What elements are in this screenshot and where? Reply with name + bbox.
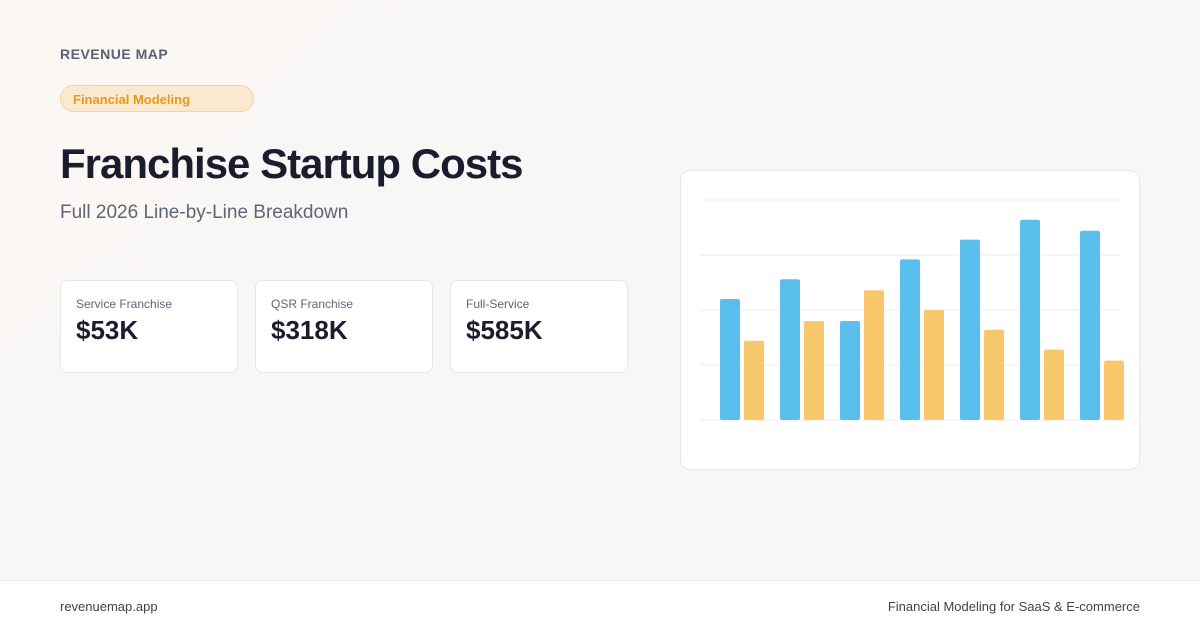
stat-value: $318K (271, 315, 348, 345)
bar (1080, 230, 1100, 420)
stat-label: QSR Franchise (271, 297, 354, 311)
stat-value: $585K (466, 315, 543, 345)
stat-value: $53K (76, 315, 139, 345)
title: Franchise Startup Costs (60, 140, 523, 187)
brand: REVENUE MAP (60, 46, 169, 62)
bar (924, 310, 944, 420)
bar (1020, 219, 1040, 420)
stat-card: Full-Service $585K (450, 280, 628, 373)
bar (864, 290, 884, 420)
footer: revenuemap.app Financial Modeling for Sa… (0, 580, 1200, 630)
bar (900, 259, 920, 420)
bar (744, 340, 764, 420)
footer-tagline: Financial Modeling for SaaS & E-commerce (887, 599, 1140, 614)
bar (840, 321, 860, 420)
bar (804, 321, 824, 420)
bar (984, 329, 1004, 420)
bar (780, 279, 800, 420)
bar (1044, 349, 1064, 420)
bar (720, 299, 740, 420)
stat-card: QSR Franchise $318K (255, 280, 433, 373)
badge: Financial Modeling (60, 85, 254, 112)
stat-label: Service Franchise (76, 297, 173, 311)
stat-label: Full-Service (466, 297, 530, 311)
footer-link[interactable]: revenuemap.app (60, 599, 158, 614)
subtitle: Full 2026 Line-by-Line Breakdown (60, 202, 349, 223)
bar (1104, 360, 1124, 420)
bar (960, 239, 980, 420)
stat-card: Service Franchise $53K (60, 280, 238, 373)
